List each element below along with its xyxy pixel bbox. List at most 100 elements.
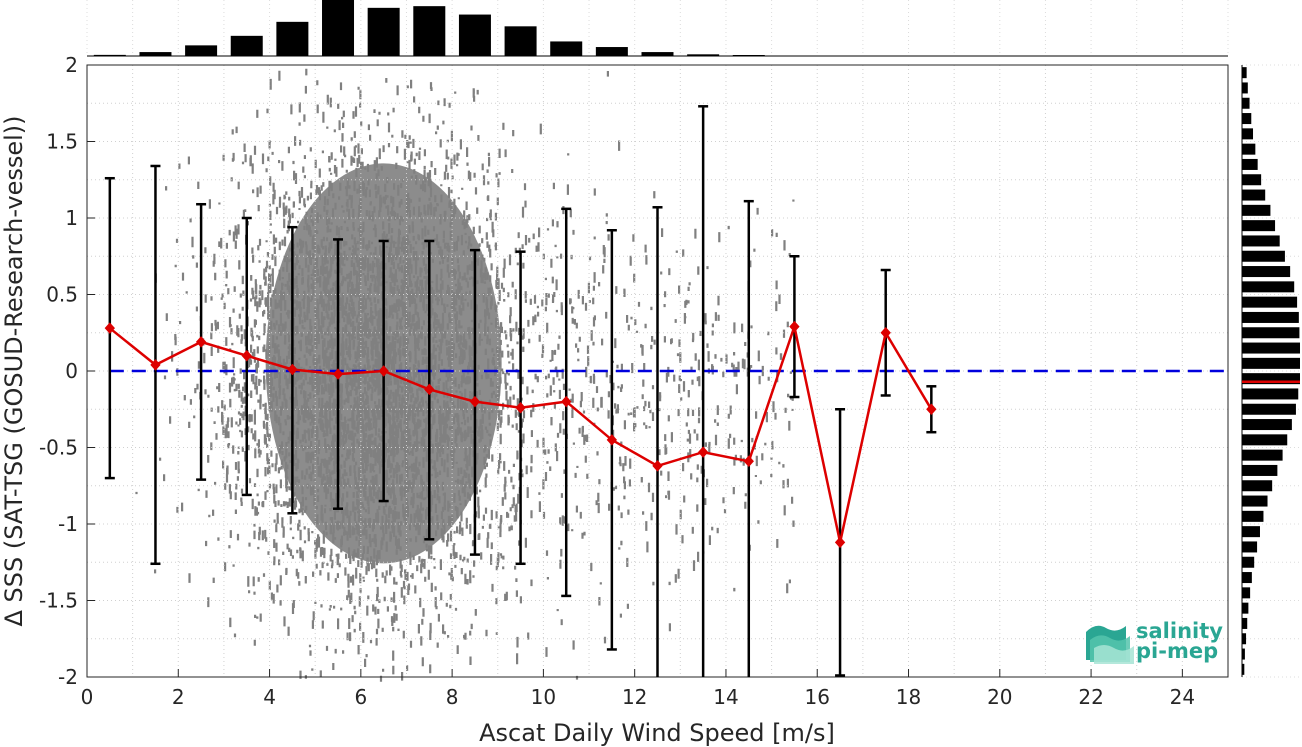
y-tick-label: -0.5: [39, 436, 78, 460]
x-tick-label: 20: [987, 685, 1012, 709]
top-hist-bar: [458, 14, 491, 56]
right-hist-bar: [1242, 526, 1260, 538]
scatter-cloud: [135, 68, 795, 682]
right-hist-bar: [1242, 250, 1285, 262]
y-tick-label: 1: [65, 206, 78, 230]
logo-line2: pi-mep: [1136, 639, 1218, 663]
mean-marker: [241, 349, 252, 362]
x-tick-label: 12: [622, 685, 647, 709]
y-tick-labels: 2 1.5 1 0.5 0 -0.5 -1 -1.5 -2: [39, 53, 95, 689]
mean-marker: [834, 536, 846, 549]
right-hist-bar: [1242, 587, 1251, 599]
right-hist-bar: [1242, 648, 1245, 660]
grid: [86, 0, 1302, 678]
right-hist-bar: [1242, 572, 1252, 584]
right-hist-bar: [1242, 158, 1258, 170]
top-hist-bar: [139, 52, 172, 56]
right-hist-bar: [1242, 296, 1298, 308]
top-hist-bar: [687, 54, 720, 56]
mean-marker: [424, 383, 435, 396]
right-hist-bar: [1242, 373, 1300, 385]
top-hist-bar: [276, 21, 309, 56]
top-hist-bar: [504, 26, 537, 56]
right-hist-bar: [1242, 556, 1255, 568]
mean-line: [104, 320, 937, 549]
right-hist-bar: [1242, 541, 1258, 553]
mean-marker: [561, 395, 572, 408]
x-tick-label: 6: [354, 685, 367, 709]
right-hist-bar: [1242, 633, 1247, 645]
right-hist-bar: [1242, 510, 1264, 522]
right-hist-bar: [1242, 189, 1266, 201]
mean-marker: [652, 460, 663, 472]
x-tick-label: 14: [713, 685, 738, 709]
mean-marker: [195, 336, 207, 348]
mean-marker: [926, 403, 937, 415]
right-hist-bar: [1242, 403, 1296, 415]
right-hist-bar: [1242, 266, 1291, 278]
x-tick-label: 22: [1078, 685, 1103, 709]
right-hist-bar: [1242, 495, 1268, 507]
y-tick-label: -1.5: [39, 589, 78, 613]
top-hist-bar: [322, 0, 355, 56]
x-axis-label: Ascat Daily Wind Speed [m/s]: [479, 719, 835, 747]
mean-marker: [789, 320, 800, 333]
right-hist-bar: [1242, 281, 1295, 293]
right-histogram: [1241, 65, 1300, 677]
y-tick-label: 1.5: [46, 130, 78, 154]
top-hist-bar: [550, 41, 583, 56]
x-tick-label: 0: [81, 685, 94, 709]
mean-marker: [743, 455, 754, 468]
right-hist-bar: [1242, 357, 1300, 369]
salinity-logo: salinity pi-mep: [1086, 619, 1223, 664]
wave-icon: [1086, 625, 1134, 664]
right-hist-bar: [1242, 388, 1299, 400]
top-hist-bar: [93, 54, 126, 56]
top-hist-bar: [185, 45, 218, 56]
top-hist-bar: [595, 47, 628, 56]
right-hist-bar: [1242, 419, 1292, 431]
right-hist-bar: [1242, 617, 1248, 629]
right-hist-bar: [1242, 663, 1245, 675]
y-tick-label: -1: [58, 512, 78, 536]
logo-line1: salinity: [1136, 619, 1223, 643]
right-hist-bar: [1242, 342, 1300, 354]
mean-marker: [150, 359, 161, 371]
right-hist-bar: [1242, 82, 1248, 94]
mean-marker: [287, 363, 298, 376]
mean-marker: [606, 434, 618, 446]
mean-marker: [378, 365, 389, 377]
x-tick-label: 18: [896, 685, 921, 709]
right-hist-bar: [1242, 174, 1262, 186]
y-tick-label: 0.5: [46, 283, 78, 307]
x-tick-label: 10: [531, 685, 556, 709]
y-tick-label: 0: [65, 359, 78, 383]
right-hist-bar: [1242, 67, 1247, 79]
x-tick-label: 16: [805, 685, 830, 709]
mean-marker: [515, 401, 526, 414]
right-hist-bar: [1242, 602, 1249, 614]
top-hist-bar: [732, 55, 765, 56]
right-hist-bar: [1242, 311, 1299, 323]
mean-marker: [880, 327, 891, 339]
top-hist-bar: [367, 7, 400, 56]
x-tick-label: 24: [1170, 685, 1195, 709]
right-hist-bar: [1242, 220, 1276, 232]
mean-marker: [697, 446, 709, 458]
y-axis-label: Δ SSS (SAT-TSG (GOSUD-Research-vessel)): [0, 115, 28, 626]
right-hist-bar: [1242, 464, 1278, 476]
right-hist-bar: [1242, 143, 1256, 155]
right-hist-bar: [1242, 480, 1273, 492]
top-histogram: [87, 0, 1228, 57]
x-tick-labels: 0 2 4 6 8 10 12 14 16 18 20 22 24: [81, 669, 1195, 709]
mean-marker: [104, 322, 115, 334]
y-tick-label: -2: [58, 665, 78, 689]
right-hist-bar: [1242, 434, 1288, 446]
right-hist-bar: [1242, 449, 1283, 461]
mean-marker: [332, 368, 344, 380]
x-tick-label: 4: [263, 685, 276, 709]
y-tick-label: 2: [65, 53, 78, 77]
x-tick-label: 2: [172, 685, 185, 709]
top-hist-bar: [413, 6, 446, 56]
mean-marker: [469, 395, 481, 408]
